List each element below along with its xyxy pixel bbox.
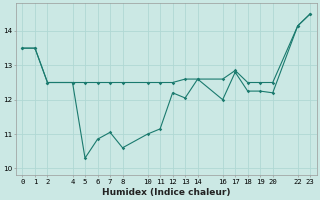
X-axis label: Humidex (Indice chaleur): Humidex (Indice chaleur) (102, 188, 231, 197)
